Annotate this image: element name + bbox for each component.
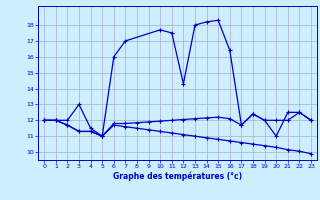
X-axis label: Graphe des températures (°c): Graphe des températures (°c) <box>113 172 242 181</box>
